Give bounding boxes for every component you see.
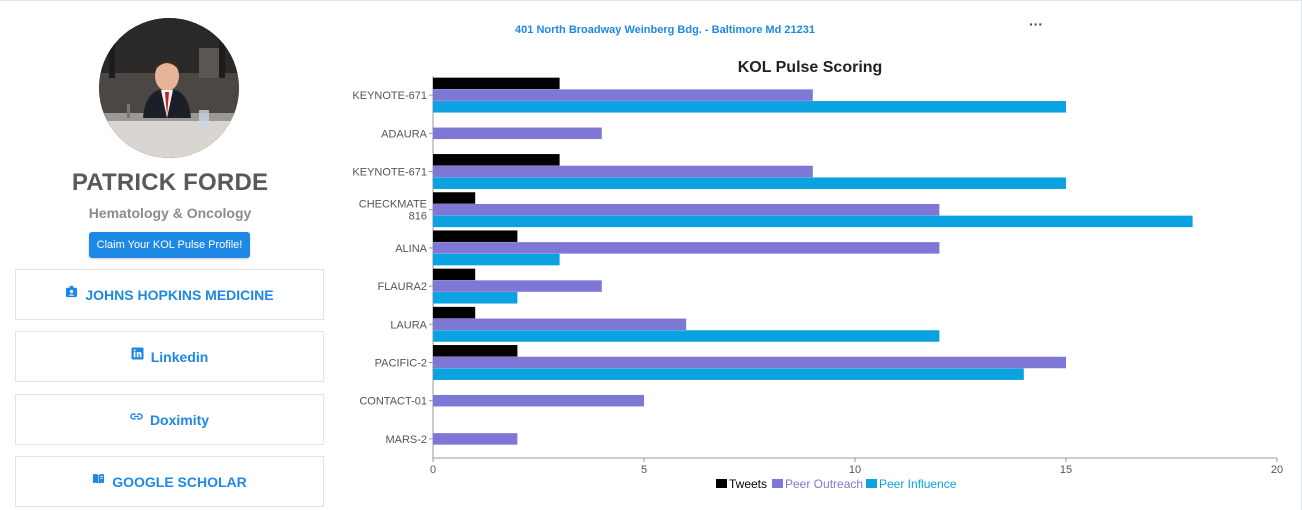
- profile-panel: PATRICK FORDE Hematology & Oncology Clai…: [0, 0, 340, 510]
- profile-name: PATRICK FORDE: [71, 169, 269, 196]
- bar-peer-influence: [433, 292, 518, 304]
- x-tick-label: 0: [430, 464, 436, 476]
- bar-tweets: [433, 154, 560, 166]
- x-tick-label: 20: [1271, 464, 1283, 476]
- category-label: LAURA: [390, 319, 427, 331]
- google-scholar-link[interactable]: GOOGLE SCHOLAR: [15, 456, 324, 507]
- legend-swatch: [716, 479, 727, 488]
- doximity-label: Doximity: [149, 411, 210, 428]
- legend-label: Peer Influence: [879, 477, 957, 491]
- bar-tweets: [433, 345, 518, 357]
- avatar: [99, 18, 239, 158]
- bar-peer-outreach: [433, 280, 602, 292]
- badge-icon: [66, 285, 78, 298]
- bar-tweets: [433, 192, 476, 204]
- bar-peer-influence: [433, 253, 560, 266]
- linkedin-link[interactable]: Linkedin: [15, 331, 324, 382]
- claim-profile-button[interactable]: Claim Your KOL Pulse Profile!: [89, 232, 250, 258]
- category-label: ADAURA: [381, 128, 428, 140]
- bar-tweets: [433, 268, 476, 281]
- more-options-icon[interactable]: ···: [1029, 16, 1043, 32]
- book-icon: [93, 473, 105, 484]
- bar-peer-influence: [433, 215, 1193, 228]
- bar-peer-outreach: [433, 242, 940, 254]
- bar-peer-outreach: [433, 394, 644, 407]
- bar-peer-outreach: [433, 165, 813, 178]
- category-label-line2: 816: [409, 211, 427, 223]
- bar-peer-influence: [433, 177, 1066, 189]
- legend-swatch: [866, 479, 877, 488]
- bar-peer-outreach: [433, 127, 602, 140]
- category-label: MARS-2: [385, 434, 427, 446]
- x-tick-label: 10: [849, 464, 861, 476]
- bar-peer-outreach: [433, 89, 813, 101]
- johns-hopkins-label: JOHNS HOPKINS MEDICINE: [85, 286, 274, 303]
- legend-label: Tweets: [729, 477, 767, 491]
- bar-peer-outreach: [433, 433, 518, 445]
- bar-tweets: [433, 306, 476, 319]
- x-tick-label: 5: [641, 464, 647, 476]
- category-label: PACIFIC-2: [375, 358, 427, 370]
- bar-tweets: [433, 230, 518, 242]
- linkedin-label: Linkedin: [150, 348, 209, 365]
- doximity-link[interactable]: Doximity: [15, 394, 324, 445]
- legend-label: Peer Outreach: [785, 477, 863, 491]
- chart-title: KOL Pulse Scoring: [738, 59, 883, 76]
- address-text: 401 North Broadway Weinberg Bdg. - Balti…: [515, 24, 815, 36]
- link-icon: [130, 413, 143, 420]
- bar-peer-influence: [433, 101, 1066, 113]
- category-label: KEYNOTE-671: [352, 90, 427, 102]
- johns-hopkins-link[interactable]: JOHNS HOPKINS MEDICINE: [15, 269, 324, 320]
- bar-peer-influence: [433, 330, 940, 342]
- category-label: KEYNOTE-671: [352, 167, 427, 179]
- bar-peer-outreach: [433, 203, 940, 216]
- category-label: CHECKMATE: [359, 199, 427, 211]
- bar-tweets: [433, 77, 560, 90]
- linkedin-icon: [131, 347, 144, 360]
- category-label: ALINA: [395, 243, 427, 255]
- category-label: CONTACT-01: [359, 396, 427, 408]
- category-label: FLAURA2: [377, 281, 427, 293]
- bar-peer-outreach: [433, 356, 1066, 369]
- bar-peer-influence: [433, 368, 1024, 380]
- google-scholar-label: GOOGLE SCHOLAR: [112, 473, 247, 490]
- bar-peer-outreach: [433, 318, 687, 331]
- x-tick-label: 15: [1060, 464, 1072, 476]
- legend-swatch: [772, 479, 783, 488]
- profile-specialty: Hematology & Oncology: [88, 205, 252, 221]
